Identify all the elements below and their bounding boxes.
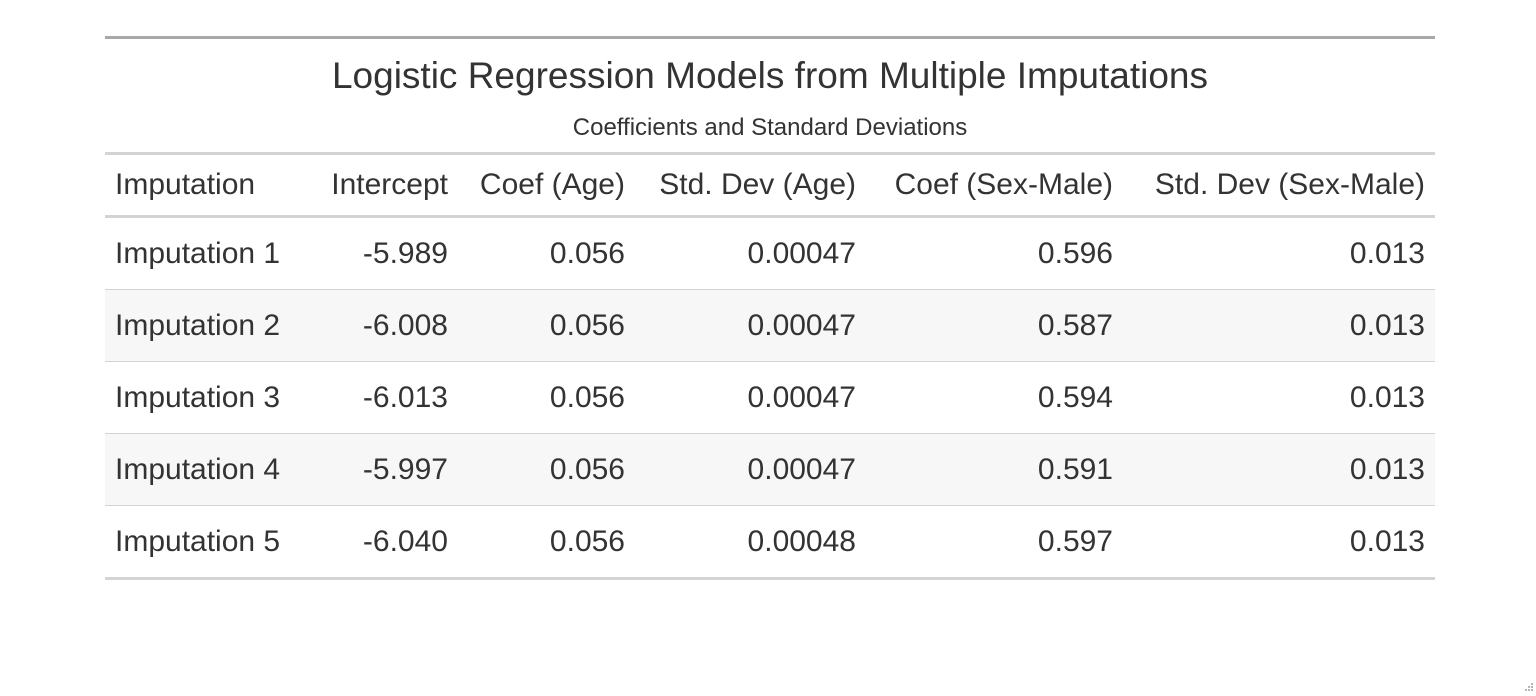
data-table: Imputation Intercept Coef (Age) Std. Dev… (105, 155, 1435, 580)
cell-coef-sex-male: 0.591 (866, 433, 1123, 506)
column-header-coef-age: Coef (Age) (458, 155, 635, 218)
cell-intercept: -6.013 (307, 361, 458, 434)
table-top-rule (105, 36, 1435, 39)
cell-std-dev-sex-male: 0.013 (1123, 216, 1435, 290)
cell-std-dev-age: 0.00048 (635, 505, 866, 580)
cell-coef-sex-male: 0.587 (866, 289, 1123, 362)
cell-std-dev-sex-male: 0.013 (1123, 289, 1435, 362)
cell-std-dev-age: 0.00047 (635, 433, 866, 506)
cell-imputation: Imputation 2 (105, 289, 307, 362)
table-row: Imputation 3 -6.013 0.056 0.00047 0.594 … (105, 361, 1435, 434)
cell-coef-age: 0.056 (458, 361, 635, 434)
heading-rule (105, 152, 1435, 155)
header-row: Imputation Intercept Coef (Age) Std. Dev… (105, 155, 1435, 218)
regression-table: Logistic Regression Models from Multiple… (105, 36, 1435, 580)
cell-intercept: -5.989 (307, 216, 458, 290)
column-header-std-dev-sex-male: Std. Dev (Sex-Male) (1123, 155, 1435, 218)
cell-intercept: -6.040 (307, 505, 458, 580)
table-title: Logistic Regression Models from Multiple… (331, 55, 1209, 96)
cell-coef-age: 0.056 (458, 505, 635, 580)
cell-imputation: Imputation 3 (105, 361, 307, 434)
cell-coef-age: 0.056 (458, 433, 635, 506)
cell-std-dev-age: 0.00047 (635, 216, 866, 290)
cell-coef-sex-male: 0.597 (866, 505, 1123, 580)
column-header-coef-sex-male: Coef (Sex-Male) (866, 155, 1123, 218)
cell-coef-sex-male: 0.596 (866, 216, 1123, 290)
column-header-intercept: Intercept (307, 155, 458, 218)
cell-coef-age: 0.056 (458, 216, 635, 290)
cell-imputation: Imputation 5 (105, 505, 307, 580)
table-row: Imputation 5 -6.040 0.056 0.00048 0.597 … (105, 505, 1435, 580)
cell-std-dev-age: 0.00047 (635, 361, 866, 434)
cell-imputation: Imputation 4 (105, 433, 307, 506)
cell-coef-sex-male: 0.594 (866, 361, 1123, 434)
cell-intercept: -5.997 (307, 433, 458, 506)
column-header-imputation: Imputation (105, 155, 307, 218)
cell-coef-age: 0.056 (458, 289, 635, 362)
table-subtitle: Coefficients and Standard Deviations (572, 114, 968, 141)
table-row: Imputation 1 -5.989 0.056 0.00047 0.596 … (105, 216, 1435, 290)
table-row: Imputation 2 -6.008 0.056 0.00047 0.587 … (105, 289, 1435, 362)
resize-grip-icon[interactable] (1520, 680, 1534, 694)
cell-std-dev-sex-male: 0.013 (1123, 361, 1435, 434)
cell-std-dev-sex-male: 0.013 (1123, 505, 1435, 580)
column-header-std-dev-age: Std. Dev (Age) (635, 155, 866, 218)
cell-imputation: Imputation 1 (105, 216, 307, 290)
cell-intercept: -6.008 (307, 289, 458, 362)
cell-std-dev-sex-male: 0.013 (1123, 433, 1435, 506)
table-row: Imputation 4 -5.997 0.056 0.00047 0.591 … (105, 433, 1435, 506)
cell-std-dev-age: 0.00047 (635, 289, 866, 362)
